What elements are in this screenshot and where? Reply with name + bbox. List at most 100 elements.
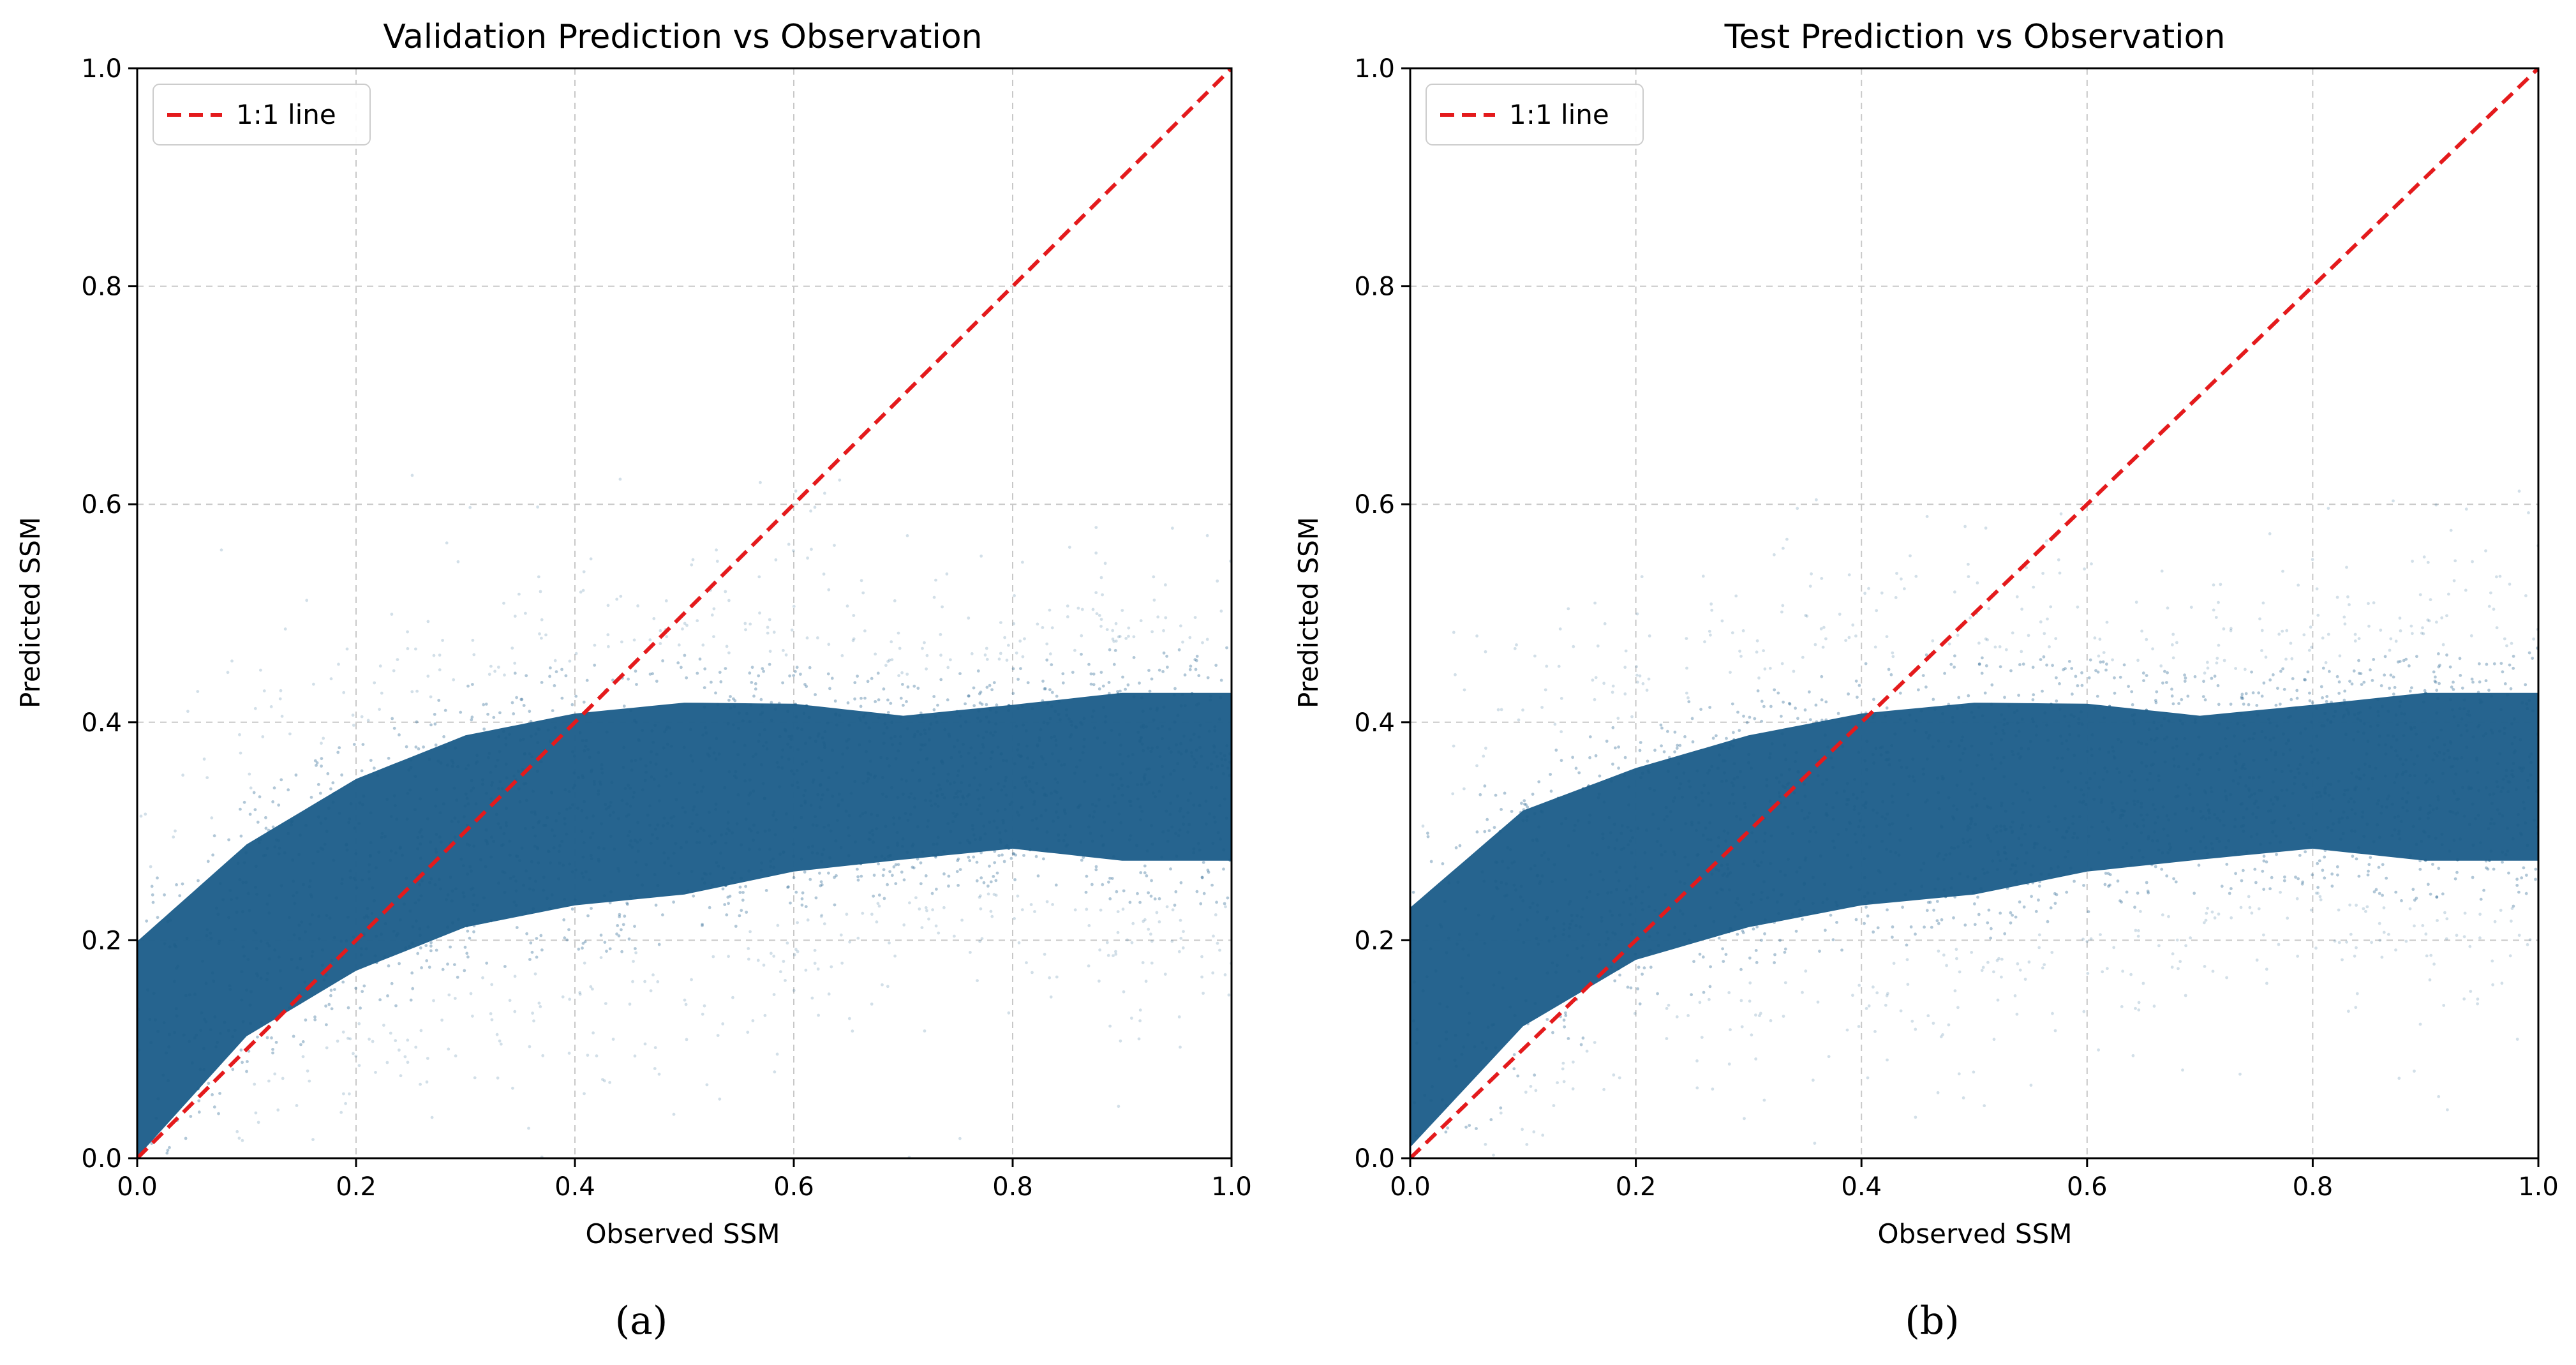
scatter-point — [1942, 888, 1946, 891]
scatter-point — [701, 733, 705, 737]
scatter-point — [2248, 776, 2251, 779]
scatter-point — [2119, 780, 2123, 784]
scatter-point — [156, 876, 159, 880]
scatter-point — [636, 840, 639, 844]
scatter-point — [778, 853, 782, 856]
scatter-point — [1673, 730, 1677, 734]
scatter-point — [1094, 526, 1098, 529]
scatter-point — [916, 714, 919, 718]
scatter-point — [2162, 827, 2166, 831]
scatter-point — [604, 803, 607, 806]
scatter-point — [346, 915, 350, 919]
scatter-point — [885, 757, 889, 760]
scatter-point — [983, 653, 987, 657]
scatter-point — [1475, 932, 1478, 936]
scatter-point — [569, 806, 572, 810]
scatter-point — [1704, 826, 1708, 830]
scatter-point — [2478, 680, 2482, 683]
scatter-point — [1002, 860, 1006, 863]
scatter-point — [2385, 805, 2388, 809]
scatter-point — [466, 684, 470, 688]
scatter-point — [884, 824, 888, 828]
scatter-point — [288, 916, 291, 920]
scatter-point — [1903, 721, 1907, 725]
scatter-point — [2286, 916, 2289, 920]
scatter-point — [1871, 716, 1875, 719]
scatter-point — [582, 700, 586, 704]
scatter-point — [1739, 999, 1743, 1003]
scatter-point — [1515, 643, 1518, 646]
scatter-point — [2026, 882, 2030, 886]
scatter-point — [1177, 648, 1181, 652]
scatter-point — [1492, 914, 1496, 918]
scatter-point — [1499, 1111, 1503, 1115]
scatter-point — [2413, 774, 2416, 777]
scatter-point — [2224, 737, 2227, 740]
scatter-point — [1944, 895, 1947, 899]
scatter-point — [1454, 846, 1458, 849]
scatter-point — [1573, 824, 1577, 827]
scatter-point — [1651, 812, 1655, 816]
scatter-point — [549, 791, 553, 794]
scatter-point — [1114, 952, 1118, 956]
scatter-point — [2215, 752, 2219, 756]
scatter-point — [1216, 765, 1219, 768]
scatter-point — [2495, 575, 2498, 579]
scatter-point — [2020, 650, 2023, 653]
scatter-point — [879, 756, 882, 759]
scatter-point — [2358, 710, 2362, 714]
scatter-point — [1757, 864, 1761, 868]
scatter-point — [2118, 771, 2121, 774]
scatter-point — [1082, 738, 1086, 741]
scatter-point — [2017, 837, 2021, 840]
scatter-point — [1794, 750, 1798, 754]
scatter-point — [942, 906, 946, 909]
scatter-point — [503, 965, 507, 968]
scatter-point — [992, 875, 995, 878]
scatter-point — [395, 817, 399, 821]
scatter-point — [542, 888, 546, 892]
scatter-point — [1780, 662, 1784, 666]
scatter-point — [1007, 703, 1011, 707]
scatter-point — [2304, 678, 2307, 682]
scatter-point — [2526, 943, 2529, 946]
scatter-point — [583, 961, 586, 965]
scatter-point — [921, 646, 924, 650]
scatter-point — [2432, 670, 2436, 674]
scatter-point — [2420, 631, 2423, 635]
scatter-point — [2357, 659, 2360, 662]
scatter-point — [585, 678, 589, 682]
scatter-point — [818, 805, 822, 809]
scatter-point — [863, 712, 867, 715]
scatter-point — [651, 833, 654, 837]
scatter-point — [1676, 743, 1679, 747]
scatter-point — [1908, 713, 1912, 717]
scatter-point — [2397, 832, 2401, 836]
scatter-point — [882, 713, 886, 717]
scatter-point — [2501, 814, 2505, 817]
scatter-point — [819, 914, 823, 918]
scatter-point — [498, 1039, 502, 1043]
scatter-point — [932, 695, 936, 698]
scatter-point — [2032, 720, 2035, 724]
scatter-point — [1638, 674, 1642, 678]
scatter-point — [764, 889, 768, 892]
scatter-point — [1195, 703, 1198, 707]
scatter-point — [2307, 840, 2311, 843]
scatter-point — [895, 831, 899, 834]
scatter-point — [1773, 953, 1776, 957]
scatter-point — [1863, 759, 1867, 763]
scatter-point — [754, 682, 757, 685]
scatter-point — [2259, 842, 2263, 846]
scatter-point — [1553, 934, 1557, 938]
scatter-point — [512, 712, 516, 715]
scatter-point — [1634, 895, 1638, 899]
scatter-point — [2429, 892, 2432, 896]
scatter-point — [727, 651, 731, 655]
scatter-point — [2160, 867, 2164, 871]
scatter-point — [1595, 853, 1599, 856]
scatter-point — [1179, 937, 1183, 940]
scatter-point — [925, 909, 928, 913]
scatter-point — [209, 937, 213, 940]
scatter-point — [2310, 720, 2313, 724]
